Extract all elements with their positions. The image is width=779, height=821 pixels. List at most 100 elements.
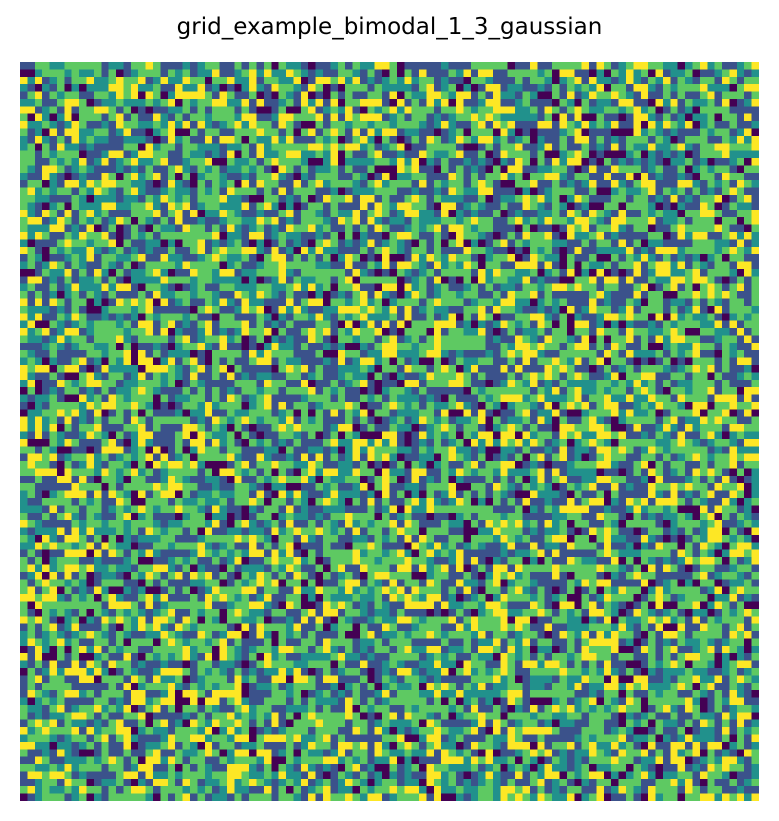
heatmap-cell — [42, 276, 50, 284]
heatmap-cell — [323, 239, 331, 247]
heatmap-cell — [293, 402, 301, 410]
heatmap-cell — [375, 84, 383, 92]
heatmap-cell — [308, 409, 316, 417]
heatmap-cell — [419, 136, 427, 144]
heatmap-cell — [729, 402, 737, 410]
heatmap-cell — [707, 121, 715, 129]
heatmap-cell — [449, 62, 457, 70]
heatmap-cell — [434, 335, 442, 343]
heatmap-cell — [744, 92, 752, 100]
heatmap-cell — [345, 69, 353, 77]
heatmap-cell — [264, 173, 272, 181]
heatmap-cell — [109, 114, 117, 122]
heatmap-cell — [197, 417, 205, 425]
heatmap-cell — [515, 395, 523, 403]
heatmap-cell — [692, 350, 700, 358]
heatmap-cell — [264, 77, 272, 85]
heatmap-cell — [449, 217, 457, 225]
heatmap-cell — [101, 335, 109, 343]
heatmap-cell — [692, 180, 700, 188]
heatmap-cell — [64, 158, 72, 166]
heatmap-cell — [227, 188, 235, 196]
heatmap-cell — [434, 409, 442, 417]
heatmap-cell — [404, 262, 412, 270]
heatmap-cell — [397, 99, 405, 107]
heatmap-cell — [168, 69, 176, 77]
heatmap-cell — [94, 188, 102, 196]
heatmap-cell — [611, 217, 619, 225]
heatmap-cell — [234, 350, 242, 358]
heatmap-cell — [552, 106, 560, 114]
heatmap-cell — [264, 217, 272, 225]
heatmap-cell — [412, 291, 420, 299]
heatmap-cell — [101, 84, 109, 92]
heatmap-cell — [648, 84, 656, 92]
heatmap-cell — [619, 62, 627, 70]
heatmap-cell — [168, 239, 176, 247]
heatmap-cell — [692, 69, 700, 77]
heatmap-cell — [692, 210, 700, 218]
heatmap-cell — [146, 77, 154, 85]
heatmap-cell — [596, 232, 604, 240]
heatmap-cell — [109, 343, 117, 351]
heatmap-cell — [678, 129, 686, 137]
heatmap-cell — [79, 99, 87, 107]
heatmap-cell — [308, 380, 316, 388]
heatmap-cell — [523, 247, 531, 255]
heatmap-cell — [663, 84, 671, 92]
heatmap-cell — [360, 358, 368, 366]
heatmap-cell — [722, 269, 730, 277]
heatmap-cell — [752, 380, 759, 388]
heatmap-cell — [94, 313, 102, 321]
heatmap-cell — [353, 136, 361, 144]
heatmap-cell — [116, 62, 124, 70]
heatmap-cell — [419, 158, 427, 166]
heatmap-cell — [670, 129, 678, 137]
heatmap-cell — [64, 247, 72, 255]
heatmap-cell — [183, 217, 191, 225]
heatmap-cell — [123, 343, 131, 351]
heatmap-cell — [537, 350, 545, 358]
heatmap-cell — [456, 99, 464, 107]
heatmap-cell — [249, 217, 257, 225]
heatmap-cell — [515, 335, 523, 343]
heatmap-cell — [205, 298, 213, 306]
heatmap-cell — [404, 254, 412, 262]
heatmap-cell — [737, 129, 745, 137]
heatmap-cell — [375, 269, 383, 277]
heatmap-cell — [227, 306, 235, 314]
heatmap-cell — [330, 358, 338, 366]
heatmap-cell — [752, 372, 759, 380]
heatmap-cell — [744, 143, 752, 151]
heatmap-cell — [426, 210, 434, 218]
heatmap-cell — [153, 254, 161, 262]
heatmap-cell — [700, 180, 708, 188]
heatmap-cell — [249, 114, 257, 122]
heatmap-cell — [656, 136, 664, 144]
heatmap-cell — [220, 151, 228, 159]
heatmap-cell — [323, 232, 331, 240]
heatmap-cell — [212, 321, 220, 329]
heatmap-cell — [249, 380, 257, 388]
heatmap-cell — [190, 143, 198, 151]
heatmap-cell — [456, 247, 464, 255]
heatmap-cell — [286, 284, 294, 292]
heatmap-cell — [205, 254, 213, 262]
heatmap-cell — [596, 372, 604, 380]
heatmap-cell — [515, 276, 523, 284]
heatmap-cell — [183, 151, 191, 159]
heatmap-cell — [641, 409, 649, 417]
heatmap-cell — [94, 254, 102, 262]
heatmap-cell — [367, 217, 375, 225]
heatmap-cell — [338, 358, 346, 366]
heatmap-cell — [197, 239, 205, 247]
heatmap-cell — [138, 298, 146, 306]
heatmap-cell — [249, 210, 257, 218]
heatmap-cell — [79, 343, 87, 351]
heatmap-cell — [375, 424, 383, 432]
heatmap-cell — [744, 195, 752, 203]
heatmap-cell — [190, 225, 198, 233]
heatmap-cell — [596, 136, 604, 144]
heatmap-cell — [537, 276, 545, 284]
heatmap-cell — [692, 313, 700, 321]
